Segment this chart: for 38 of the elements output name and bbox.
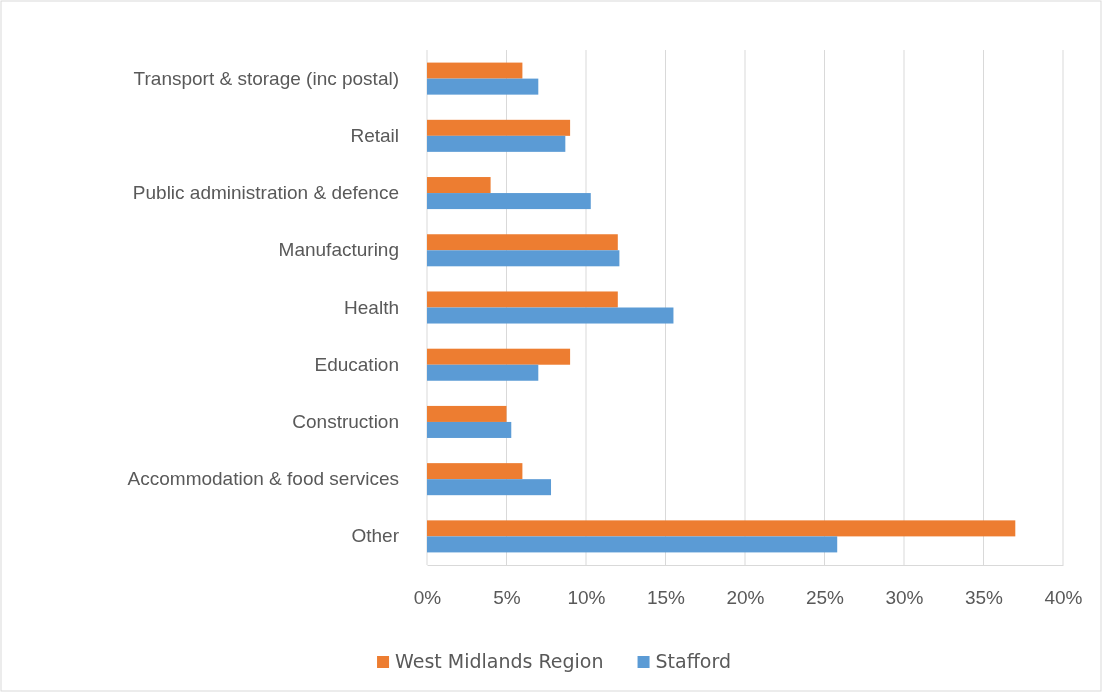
y-tick-label: Health — [344, 296, 399, 318]
y-tick-label: Construction — [292, 411, 399, 433]
y-tick-label: Accommodation & food services — [127, 468, 399, 490]
x-tick-label: 40% — [1044, 587, 1083, 609]
bar — [427, 135, 566, 152]
y-tick-label: Education — [314, 353, 399, 375]
x-tick-label: 20% — [726, 587, 765, 609]
legend-label: Stafford — [655, 650, 731, 672]
y-tick-label: Public administration & defence — [132, 182, 399, 204]
bar — [427, 177, 491, 194]
x-tick-label: 30% — [885, 587, 924, 609]
bar — [427, 463, 523, 480]
x-tick-label: 15% — [646, 587, 686, 609]
y-tick-label: Manufacturing — [278, 239, 399, 261]
bar — [427, 536, 838, 553]
bar — [427, 421, 512, 438]
x-tick-label: 10% — [567, 587, 606, 609]
bar — [427, 348, 571, 365]
bar — [427, 193, 591, 210]
bar — [427, 520, 1016, 537]
x-tick-label: 5% — [493, 587, 521, 609]
bar — [427, 250, 620, 267]
y-tick-label: Retail — [350, 124, 399, 146]
x-tick-label: 35% — [964, 587, 1004, 609]
bar — [427, 364, 539, 381]
bar — [427, 307, 674, 324]
bar — [427, 62, 523, 79]
y-tick-label: Transport & storage (inc postal) — [133, 67, 399, 89]
y-tick-label: Other — [351, 525, 400, 547]
bar — [427, 291, 618, 308]
x-tick-label: 0% — [413, 587, 442, 609]
bar — [427, 119, 571, 136]
bar — [427, 78, 539, 95]
x-tick-label: 25% — [805, 587, 845, 609]
bar — [427, 479, 552, 496]
bar — [427, 234, 618, 251]
bar — [427, 405, 507, 422]
legend-label: West Midlands Region — [395, 650, 604, 672]
